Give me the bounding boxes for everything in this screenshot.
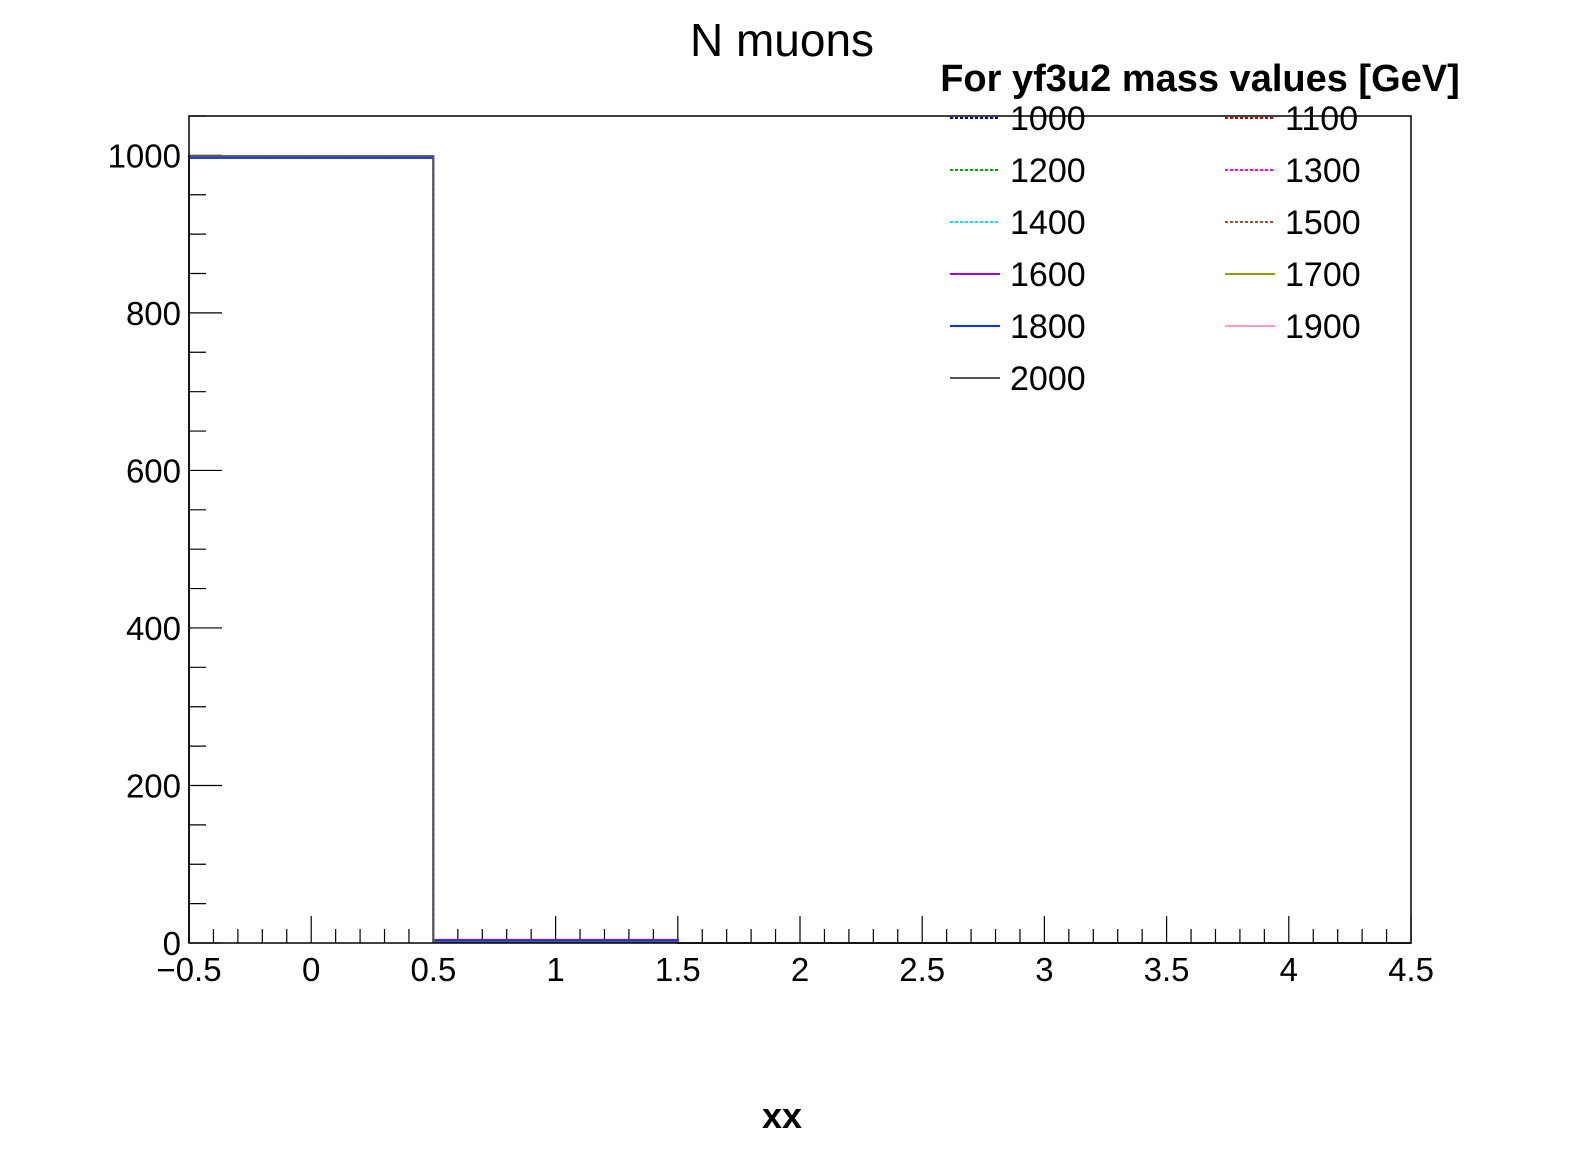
x-tick-label: 4 (1280, 951, 1298, 988)
legend-label-1200: 1200 (1010, 152, 1086, 190)
x-tick-label: 0.5 (410, 951, 456, 988)
legend-label-1800: 1800 (1010, 308, 1086, 346)
legend-label-1100: 1100 (1285, 100, 1358, 138)
y-tick-label: 400 (126, 610, 181, 647)
legend-title: For yf3u2 mass values [GeV] (940, 58, 1460, 100)
histogram-series-1800 (188, 156, 1411, 944)
y-axis: 0 200 400 600 800 1000 (108, 115, 222, 962)
y-tick-label: 200 (126, 767, 181, 804)
x-tick-label: 1.5 (655, 951, 701, 988)
x-tick-label: 2 (791, 951, 809, 988)
legend-label-1300: 1300 (1285, 152, 1361, 190)
x-axis-title: xx (762, 1095, 802, 1136)
x-axis: −0.5 0 0.5 1 1.5 2 2.5 3 3.5 4 4.5 (156, 916, 1434, 988)
legend-entries: 1000 1100 1200 1300 1400 1500 1600 1700 1800 1900… (950, 100, 1361, 398)
histogram-series-1500 (188, 156, 1411, 944)
x-tick-label: 1 (546, 951, 564, 988)
x-tick-label: 4.5 (1388, 951, 1434, 988)
y-tick-label: 1000 (108, 137, 181, 174)
histogram-series-1400 (188, 156, 1411, 944)
y-tick-label: 0 (163, 925, 181, 962)
legend-label-1400: 1400 (1010, 204, 1086, 242)
x-tick-label: 2.5 (899, 951, 945, 988)
legend-label-1500: 1500 (1285, 204, 1361, 242)
y-tick-label: 600 (126, 452, 181, 489)
histogram-series-1200 (188, 156, 1411, 944)
y-tick-label: 800 (126, 295, 181, 332)
x-tick-label: −0.5 (156, 951, 221, 988)
legend-label-1600: 1600 (1010, 256, 1086, 294)
histogram-series-1300 (188, 156, 1411, 944)
chart-title: N muons (690, 14, 874, 66)
plot-frame (188, 115, 1412, 944)
histogram-series-1700 (188, 156, 1411, 944)
legend: For yf3u2 mass values [GeV] 1000 1100 1200… (940, 58, 1460, 398)
x-tick-label: 3 (1035, 951, 1053, 988)
legend-label-1700: 1700 (1285, 256, 1361, 294)
histogram-series-1000 (188, 156, 1411, 944)
legend-label-1000: 1000 (1010, 100, 1086, 138)
histogram-series-1100 (188, 156, 1411, 944)
legend-label-1900: 1900 (1285, 308, 1361, 346)
x-tick-label: 3.5 (1144, 951, 1190, 988)
legend-label-2000: 2000 (1010, 360, 1086, 398)
histogram-series-1600 (188, 156, 1411, 944)
x-tick-label: 0 (302, 951, 320, 988)
